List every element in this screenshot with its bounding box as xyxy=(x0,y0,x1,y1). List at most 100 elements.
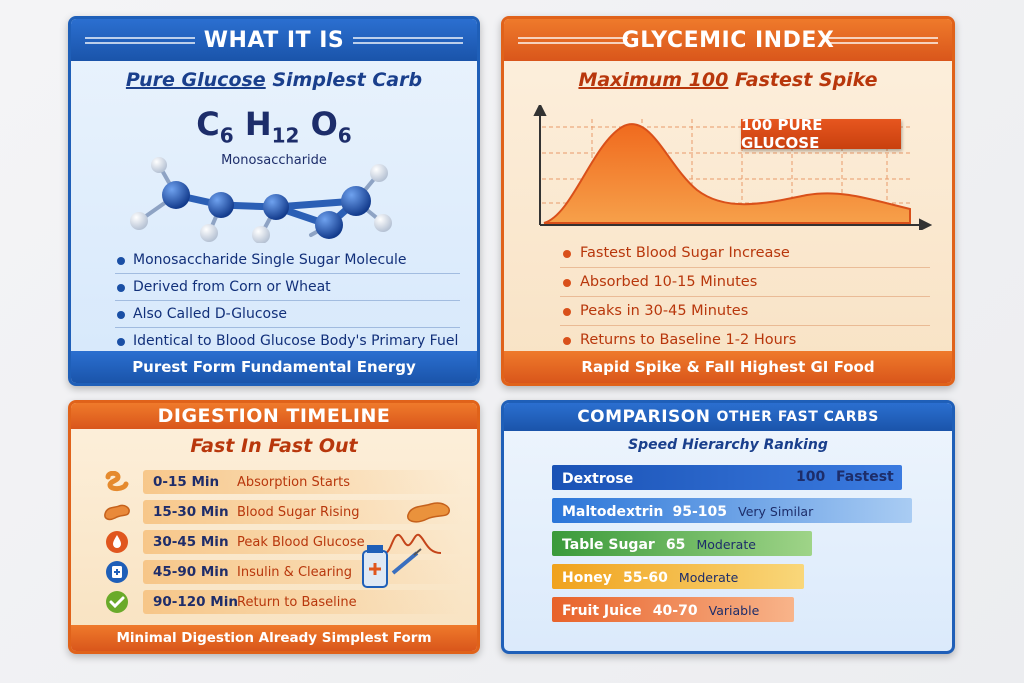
list-item: Monosaccharide Single Sugar Molecule xyxy=(115,247,460,274)
comparison-panel: COMPARISON OTHER FAST CARBS Speed Hierar… xyxy=(501,400,955,654)
comparison-subtitle: Speed Hierarchy Ranking xyxy=(628,437,828,453)
comparison-desc: Fastest xyxy=(836,469,894,485)
timeline-list: 0-15 Min Absorption Starts 15-30 Min Blo… xyxy=(103,467,463,617)
comparison-desc: Moderate xyxy=(678,570,739,585)
comparison-name: Maltodextrin xyxy=(562,504,664,520)
what-it-is-subtitle: Pure Glucose Simplest Carb xyxy=(71,69,477,91)
formula-hydrogen: H xyxy=(244,105,272,143)
timeline-time: 45-90 Min xyxy=(153,564,229,580)
comparison-desc: Moderate xyxy=(696,537,756,552)
glycemic-index-title: GLYCEMIC INDEX xyxy=(621,27,835,53)
digestion-timeline-subtitle: Fast In Fast Out xyxy=(190,435,358,457)
comparison-name: Fruit Juice xyxy=(562,603,642,619)
glucose-molecule-icon xyxy=(130,157,392,243)
timeline-desc: Insulin & Clearing xyxy=(237,564,353,580)
timeline-desc: Peak Blood Glucose xyxy=(237,534,365,550)
timeline-time: 0-15 Min xyxy=(153,474,220,490)
comparison-desc: Very Similar xyxy=(738,504,814,519)
comparison-value: 55-60 xyxy=(623,570,668,586)
checkmark-icon xyxy=(103,590,131,614)
comparison-value: 40-70 xyxy=(652,603,698,619)
timeline-time: 90-120 Min xyxy=(153,594,238,610)
gi-badge: 100 PURE GLUCOSE xyxy=(741,116,901,152)
timeline-time: 15-30 Min xyxy=(153,504,229,520)
timeline-row: 90-120 Min Return to Baseline xyxy=(103,587,463,617)
comparison-name: Table Sugar xyxy=(562,537,655,553)
comparison-header: COMPARISON OTHER FAST CARBS xyxy=(504,403,952,431)
glycemic-index-panel: GLYCEMIC INDEX Maximum 100 Fastest Spike xyxy=(501,16,955,386)
comparison-value: 95-105 xyxy=(672,504,728,520)
pancreas-icon xyxy=(103,500,131,524)
what-it-is-list: Monosaccharide Single Sugar Molecule Der… xyxy=(115,247,460,355)
comparison-row: Dextrose 100 Fastest xyxy=(552,461,932,494)
comparison-name: Dextrose xyxy=(562,471,634,487)
what-it-is-panel: WHAT IT IS Pure Glucose Simplest Carb xyxy=(68,16,480,386)
formula-carbon-count: 6 xyxy=(219,123,234,148)
header-rule-right xyxy=(828,37,938,44)
comparison-text: Fruit Juice 40-70 Variable xyxy=(562,597,759,622)
formula-oxygen-count: 6 xyxy=(337,123,352,148)
intestine-icon xyxy=(103,470,131,494)
what-it-is-title: WHAT IT IS xyxy=(203,27,345,53)
list-item: Fastest Blood Sugar Increase xyxy=(560,239,930,268)
list-item: Derived from Corn or Wheat xyxy=(115,274,460,301)
formula-oxygen: O xyxy=(310,105,338,143)
comparison-text: Maltodextrin 95-105 Very Similar xyxy=(562,498,813,523)
comparison-bar xyxy=(552,564,804,589)
comparison-bar xyxy=(552,465,902,490)
comparison-bar xyxy=(552,597,794,622)
digestion-timeline-footer: Minimal Digestion Already Simplest Form xyxy=(71,625,477,651)
glycemic-index-header: GLYCEMIC INDEX xyxy=(504,19,952,61)
timeline-row: 30-45 Min Peak Blood Glucose xyxy=(103,527,463,557)
comparison-text: Table Sugar 65 Moderate xyxy=(562,531,756,556)
molecule-label: Monosaccharide xyxy=(221,153,327,168)
subtitle-rest: Simplest Carb xyxy=(272,69,423,91)
subtitle-rest: Fastest Spike xyxy=(734,69,878,91)
digestion-timeline-panel: DIGESTION TIMELINE Fast In Fast Out 0-15… xyxy=(68,400,480,654)
subtitle-accent: Pure Glucose xyxy=(125,69,266,91)
peak-wave-icon xyxy=(371,529,442,559)
pancreas-illustration-icon xyxy=(405,499,453,529)
formula-carbon: C xyxy=(196,105,220,143)
header-rule-left xyxy=(518,37,628,44)
timeline-desc: Absorption Starts xyxy=(237,474,351,490)
formula-hydrogen-count: 12 xyxy=(271,123,300,148)
comparison-title-small: OTHER FAST CARBS xyxy=(716,409,879,425)
comparison-value: 65 xyxy=(665,537,686,553)
timeline-row: 15-30 Min Blood Sugar Rising xyxy=(103,497,463,527)
digestion-timeline-header: DIGESTION TIMELINE xyxy=(71,403,477,429)
insulin-vial-icon xyxy=(359,543,423,593)
comparison-row: Fruit Juice 40-70 Variable xyxy=(552,593,932,626)
comparison-text: Honey 55-60 Moderate xyxy=(562,564,738,589)
timeline-row: 0-15 Min Absorption Starts xyxy=(103,467,463,497)
subtitle-accent: Maximum 100 xyxy=(578,69,729,91)
comparison-bars: Dextrose 100 Fastest Maltodextrin 95-105… xyxy=(552,461,932,626)
timeline-desc: Blood Sugar Rising xyxy=(237,504,360,520)
comparison-row: Maltodextrin 95-105 Very Similar xyxy=(552,494,932,527)
blood-drop-icon xyxy=(103,530,131,554)
comparison-name: Honey xyxy=(562,570,612,586)
comparison-desc: Variable xyxy=(708,603,760,618)
list-item: Peaks in 30-45 Minutes xyxy=(560,297,930,326)
comparison-text: Dextrose 100 Fastest xyxy=(562,465,894,490)
comparison-row: Honey 55-60 Moderate xyxy=(552,560,932,593)
blood-sugar-curve-chart xyxy=(533,105,932,230)
row-band xyxy=(143,530,463,554)
what-it-is-footer: Purest Form Fundamental Energy xyxy=(71,351,477,383)
row-band xyxy=(143,470,463,494)
glycemic-index-footer: Rapid Spike & Fall Highest GI Food xyxy=(504,351,952,383)
chart-axes xyxy=(533,105,932,230)
timeline-time: 30-45 Min xyxy=(153,534,229,550)
blood-sugar-curve xyxy=(543,123,911,224)
list-item: Also Called D-Glucose xyxy=(115,301,460,328)
row-band xyxy=(143,560,463,584)
list-item: Absorbed 10-15 Minutes xyxy=(560,268,930,297)
digestion-timeline-title: DIGESTION TIMELINE xyxy=(157,405,391,427)
comparison-title: COMPARISON xyxy=(577,407,711,427)
comparison-bar xyxy=(552,531,812,556)
glucose-formula: C6 H12 O6 xyxy=(71,105,477,147)
comparison-bar xyxy=(552,498,912,523)
comparison-value: 100 xyxy=(796,469,826,485)
glycemic-index-subtitle: Maximum 100 Fastest Spike xyxy=(504,69,952,91)
timeline-desc: Return to Baseline xyxy=(237,594,357,610)
